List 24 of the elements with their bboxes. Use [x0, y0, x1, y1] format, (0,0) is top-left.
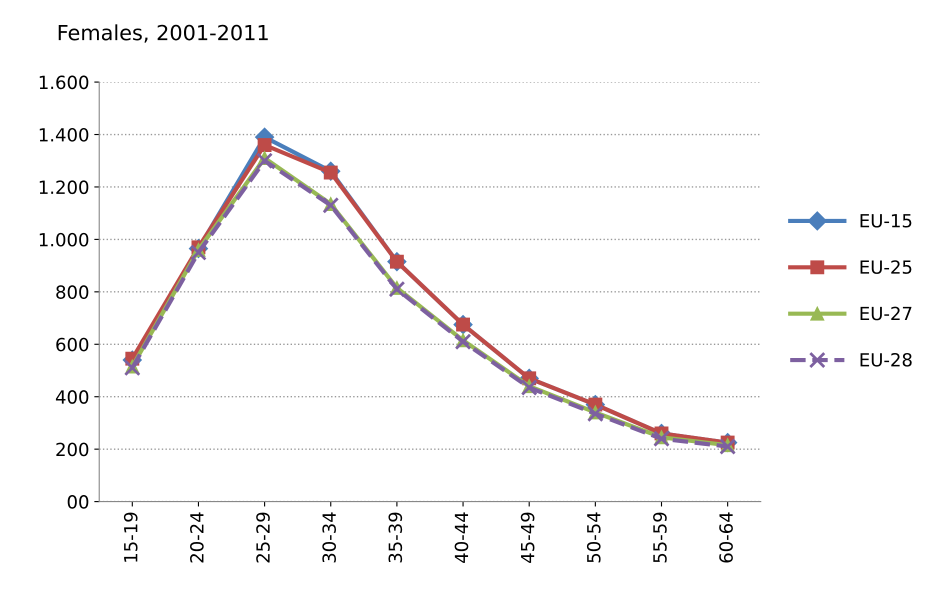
- x-tick-label: 25-29: [256, 512, 270, 562]
- x-tick-label: 60-64: [719, 512, 733, 563]
- y-tick-label: 1.600: [40, 76, 88, 90]
- legend-label: EU-27: [860, 306, 912, 320]
- y-tick-label: 1.200: [40, 180, 88, 194]
- y-tick-label: 00: [68, 495, 88, 509]
- chart-title: Females, 2001-2011: [58, 24, 268, 43]
- y-tick-label: 1.400: [40, 128, 88, 142]
- x-tick-label: 15-19: [124, 512, 138, 562]
- y-tick-label: 600: [56, 338, 88, 352]
- x-tick-label: 55-59: [653, 512, 667, 562]
- x-tick-label: 40-44: [454, 512, 468, 563]
- y-tick-label: 200: [56, 442, 88, 456]
- x-tick-label: 50-54: [586, 512, 601, 562]
- legend-label: EU-25: [860, 260, 912, 274]
- legend-label: EU-15: [860, 214, 912, 228]
- y-tick-label: 800: [56, 285, 88, 299]
- x-tick-label: 20-24: [190, 512, 204, 562]
- legend-label: EU-28: [860, 352, 912, 367]
- y-tick-label: 1.000: [40, 232, 88, 247]
- y-tick-label: 400: [56, 390, 88, 404]
- x-tick-label: 45-49: [520, 512, 534, 563]
- x-tick-label: 35-39: [388, 512, 402, 562]
- x-tick-label: 30-34: [322, 512, 336, 562]
